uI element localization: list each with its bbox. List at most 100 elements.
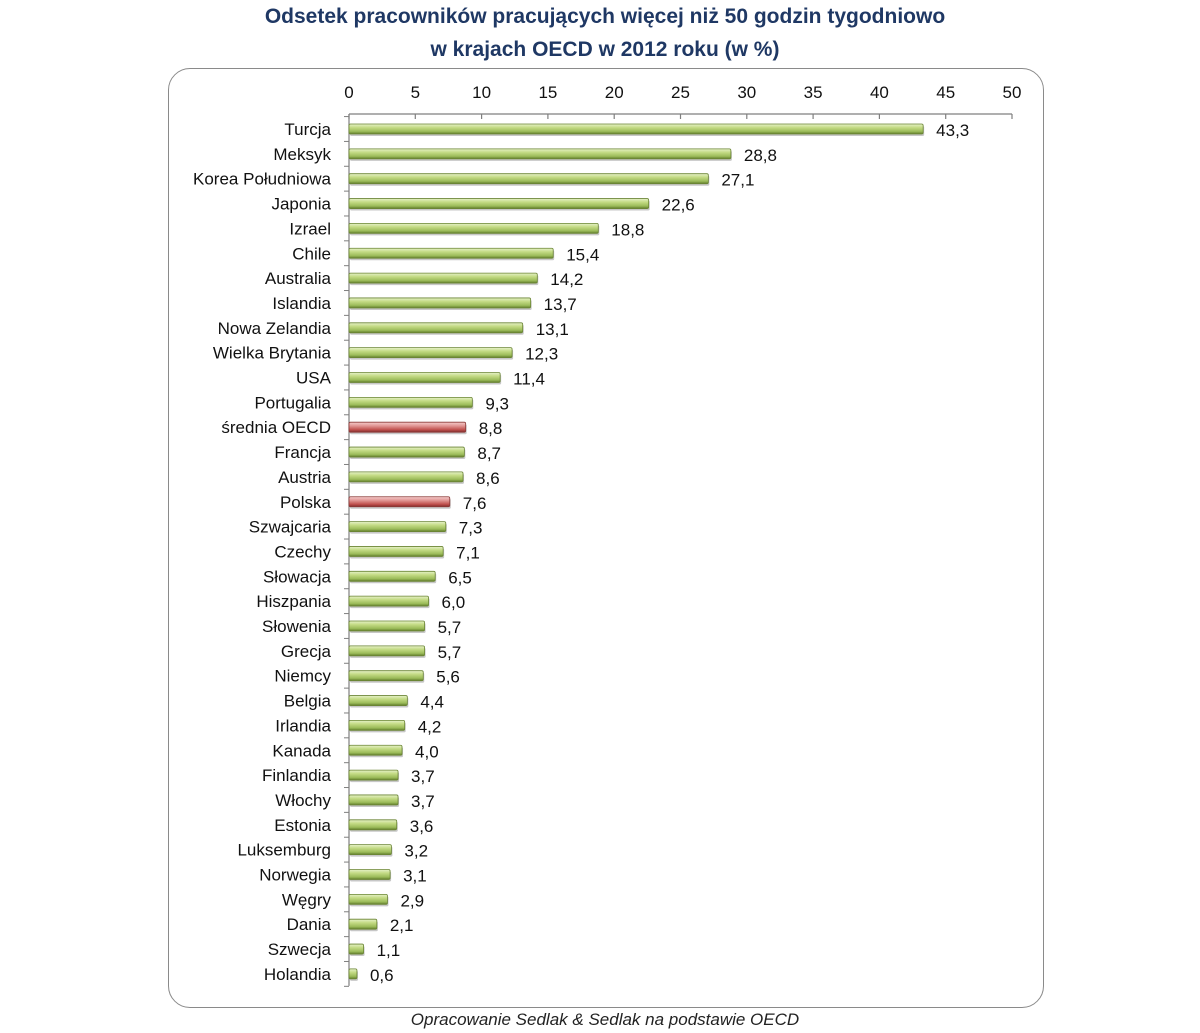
category-label: Francja bbox=[274, 443, 331, 462]
chart-title-line1: Odsetek pracowników pracujących więcej n… bbox=[264, 5, 946, 28]
category-label: Portugalia bbox=[254, 393, 331, 412]
x-tick-label: 10 bbox=[472, 83, 491, 102]
value-label: 7,1 bbox=[456, 543, 480, 562]
value-label: 7,3 bbox=[459, 519, 483, 538]
value-label: 4,2 bbox=[418, 717, 442, 736]
bar bbox=[348, 198, 650, 209]
value-label: 4,0 bbox=[415, 742, 439, 761]
bar bbox=[348, 720, 406, 731]
value-label: 22,6 bbox=[662, 196, 695, 215]
bar bbox=[348, 620, 425, 632]
bar bbox=[348, 819, 398, 831]
value-label: 2,9 bbox=[400, 891, 424, 910]
x-tick-label: 50 bbox=[1003, 83, 1022, 102]
category-label: Australia bbox=[265, 269, 332, 288]
bar bbox=[348, 347, 513, 359]
value-label: 28,8 bbox=[744, 146, 777, 165]
value-label: 3,6 bbox=[410, 817, 434, 836]
value-label: 4,4 bbox=[420, 693, 444, 712]
chart-title-line2: w krajach OECD w 2012 roku (w %) bbox=[430, 38, 780, 61]
category-label: Turcja bbox=[284, 120, 331, 139]
x-tick-label: 20 bbox=[605, 83, 624, 102]
bar bbox=[348, 148, 732, 160]
bar bbox=[348, 595, 429, 607]
x-tick-label: 40 bbox=[870, 83, 889, 102]
value-label: 8,6 bbox=[476, 469, 500, 488]
bar-highlighted bbox=[348, 496, 451, 508]
bar bbox=[348, 695, 408, 706]
category-label: Polska bbox=[280, 493, 332, 512]
category-label: Meksyk bbox=[273, 145, 331, 164]
category-label: Hiszpania bbox=[256, 592, 331, 611]
bar bbox=[348, 769, 399, 781]
category-label: Węgry bbox=[282, 890, 332, 909]
chart-frame bbox=[168, 68, 1044, 1008]
category-label: Finlandia bbox=[262, 766, 332, 785]
category-label: Grecja bbox=[281, 642, 332, 661]
bar bbox=[348, 297, 532, 309]
category-label: Dania bbox=[287, 915, 332, 934]
value-label: 5,7 bbox=[438, 618, 462, 637]
x-tick-label: 15 bbox=[538, 83, 557, 102]
value-label: 3,2 bbox=[404, 842, 428, 861]
category-label: Luksemburg bbox=[237, 841, 331, 860]
bar bbox=[348, 794, 399, 806]
value-label: 5,7 bbox=[438, 643, 462, 662]
value-label: 3,1 bbox=[403, 867, 427, 886]
category-label: Niemcy bbox=[274, 667, 331, 686]
bar bbox=[348, 645, 425, 657]
bar bbox=[348, 471, 464, 483]
bar bbox=[348, 123, 924, 135]
x-tick-label: 25 bbox=[671, 83, 690, 102]
value-label: 7,6 bbox=[463, 494, 487, 513]
category-label: Chile bbox=[292, 244, 331, 263]
bar-highlighted bbox=[348, 421, 467, 433]
category-label: Izrael bbox=[289, 219, 331, 238]
value-label: 9,3 bbox=[485, 394, 509, 413]
bar bbox=[348, 446, 465, 458]
value-label: 3,7 bbox=[411, 792, 435, 811]
value-label: 14,2 bbox=[550, 270, 583, 289]
bar bbox=[348, 247, 554, 259]
category-label: Kanada bbox=[272, 741, 331, 760]
bar bbox=[348, 968, 358, 980]
category-label: Czechy bbox=[274, 542, 331, 561]
value-label: 8,7 bbox=[477, 444, 501, 463]
value-label: 6,0 bbox=[442, 593, 466, 612]
value-label: 5,6 bbox=[436, 668, 460, 687]
category-label: Islandia bbox=[272, 294, 331, 313]
bar bbox=[348, 744, 403, 756]
category-label: Słowenia bbox=[262, 617, 332, 636]
x-tick-label: 5 bbox=[411, 83, 420, 102]
bar bbox=[348, 918, 378, 930]
category-label: Nowa Zelandia bbox=[218, 319, 332, 338]
bar bbox=[348, 521, 447, 532]
category-label: Szwecja bbox=[268, 940, 332, 959]
bar bbox=[348, 943, 364, 955]
category-label: Japonia bbox=[271, 195, 331, 214]
value-label: 1,1 bbox=[377, 941, 401, 960]
category-label: Holandia bbox=[264, 965, 332, 984]
source-note: Opracowanie Sedlak & Sedlak na podstawie… bbox=[410, 1010, 800, 1029]
category-label: Szwajcaria bbox=[249, 518, 332, 537]
x-tick-label: 45 bbox=[936, 83, 955, 102]
bar bbox=[348, 322, 524, 334]
bar bbox=[348, 893, 388, 905]
value-label: 13,7 bbox=[544, 295, 577, 314]
bar bbox=[348, 546, 444, 557]
category-label: średnia OECD bbox=[221, 418, 331, 437]
x-tick-label: 30 bbox=[737, 83, 756, 102]
x-tick-label: 35 bbox=[804, 83, 823, 102]
category-label: Włochy bbox=[275, 791, 331, 810]
category-label: Belgia bbox=[284, 692, 332, 711]
value-label: 43,3 bbox=[936, 121, 969, 140]
value-label: 0,6 bbox=[370, 966, 394, 985]
value-label: 18,8 bbox=[611, 220, 644, 239]
bar bbox=[348, 670, 424, 682]
value-label: 11,4 bbox=[513, 370, 545, 389]
bar bbox=[348, 272, 538, 284]
category-label: Norwegia bbox=[259, 866, 331, 885]
bar bbox=[348, 869, 391, 880]
bar bbox=[348, 844, 392, 856]
bar bbox=[348, 372, 501, 383]
